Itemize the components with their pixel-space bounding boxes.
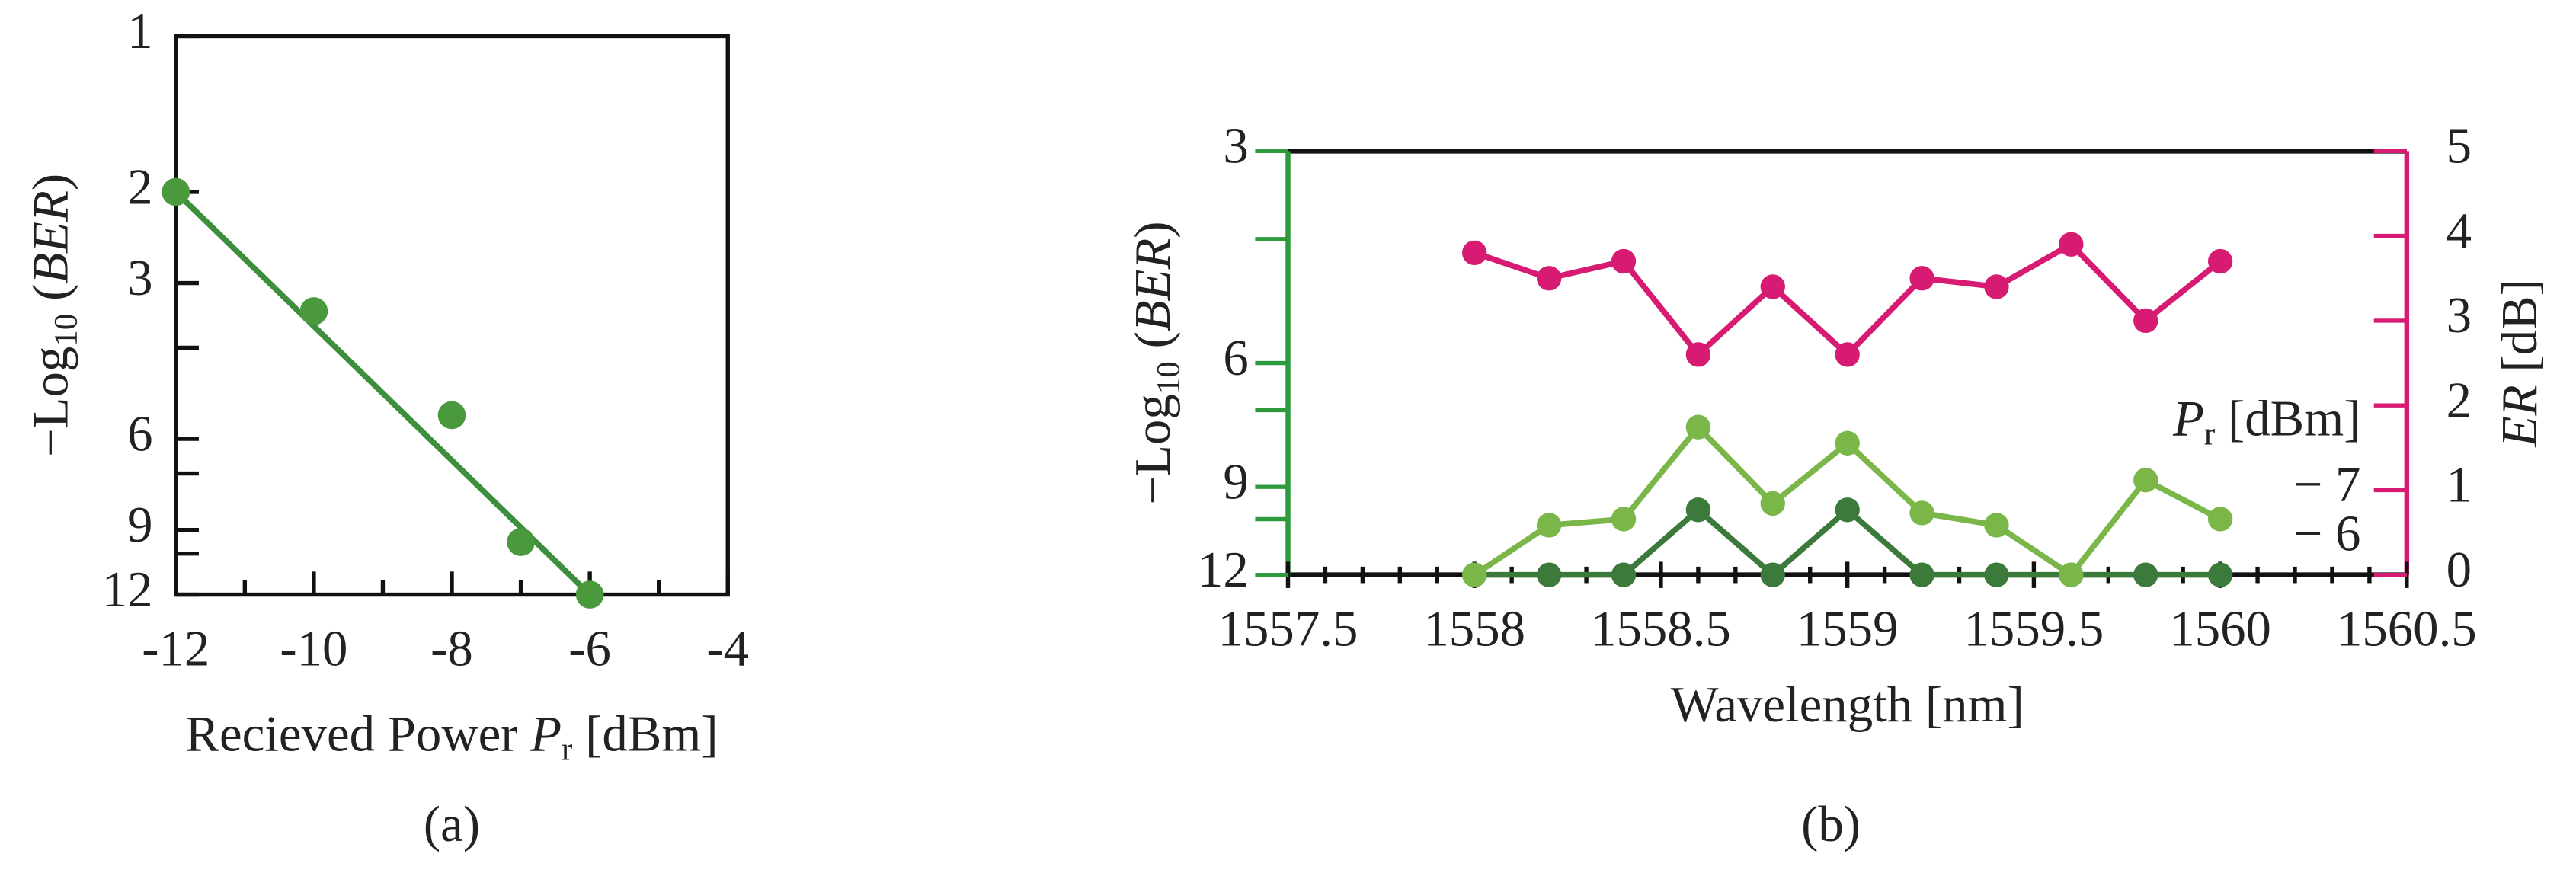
y2-tick-label: 5 [2446, 118, 2472, 174]
label-part: −Log [1125, 394, 1182, 504]
legend-entry: − 6 [2294, 506, 2361, 562]
data-point [1909, 266, 1934, 291]
panel-label: (a) [424, 796, 480, 852]
legend-entry: − 7 [2294, 456, 2361, 513]
label-part: ( [23, 284, 79, 314]
x-tick-label: -8 [430, 620, 473, 676]
data-point [1984, 513, 2009, 538]
data-point [1909, 562, 1934, 587]
data-point [2133, 468, 2158, 493]
y2-tick-label: 0 [2446, 542, 2472, 598]
y2-tick-label: 3 [2446, 287, 2472, 344]
data-point [1984, 274, 2009, 299]
data-point [1611, 507, 1637, 532]
data-point [1760, 491, 1785, 516]
x-tick-label: 1557.5 [1218, 601, 1358, 657]
x-tick-label: 1560 [2169, 601, 2271, 657]
x-tick-label: -4 [706, 620, 749, 676]
data-point [299, 297, 328, 325]
data-point [2207, 562, 2233, 587]
data-point [1685, 497, 1711, 523]
y-tick-label: 6 [1223, 330, 1248, 386]
data-point [1760, 562, 1785, 587]
y-tick-label: 12 [102, 561, 153, 618]
data-point [575, 580, 604, 609]
y-tick-label: 3 [127, 250, 152, 306]
label-part: ER [2491, 385, 2548, 448]
series-line [1474, 241, 2222, 359]
label-part: ) [23, 174, 79, 190]
x-axis-label: Wavelength [nm] [1671, 676, 2024, 733]
y2-axis-label: ER [dB] [2491, 279, 2548, 448]
x-axis-label: Recieved Power Pr [dBm] [185, 706, 718, 768]
label-part: P [530, 706, 562, 763]
label-part: r [562, 731, 572, 767]
x-tick-label: 1560.5 [2337, 601, 2477, 657]
label-part: [dB] [2491, 279, 2548, 385]
data-point [1536, 513, 1562, 538]
fit-line [174, 190, 592, 597]
data-point [1685, 342, 1711, 367]
data-point [1462, 562, 1487, 587]
x-tick-label: 1559 [1797, 601, 1899, 657]
x-tick-label: -12 [142, 620, 210, 676]
data-point [2207, 248, 2233, 274]
x-tick-label: 1559.5 [1964, 601, 2104, 657]
data-point [1760, 274, 1785, 299]
data-point [2207, 507, 2233, 532]
data-point [1984, 562, 2009, 587]
label-part: 10 [1150, 361, 1186, 394]
data-point [1835, 342, 1860, 367]
label-part: [dBm] [572, 706, 718, 763]
y2-tick-label: 2 [2446, 372, 2472, 428]
y-tick-label: 3 [1223, 118, 1248, 174]
y2-tick-label: 4 [2446, 203, 2472, 259]
y-tick-label: 9 [127, 497, 152, 553]
y-tick-label: 2 [127, 158, 152, 215]
label-part: −Log [23, 347, 79, 457]
data-point [2133, 562, 2158, 587]
y2-tick-label: 1 [2446, 457, 2472, 513]
label-part: P [2172, 391, 2204, 447]
data-point [1835, 497, 1860, 523]
y-tick-label: 12 [1198, 542, 1249, 598]
data-point [437, 401, 466, 430]
data-point [1611, 248, 1637, 274]
label-part: ) [1125, 221, 1182, 238]
label-part: r [2204, 416, 2215, 452]
x-tick-label: 1558 [1423, 601, 1525, 657]
label-part: BER [23, 190, 79, 283]
data-point [2059, 232, 2084, 257]
label-part: ( [1125, 331, 1182, 361]
x-tick-label: -6 [568, 620, 611, 676]
x-tick-label: 1558.5 [1591, 601, 1731, 657]
data-point [507, 528, 535, 556]
y-tick-label: 1 [127, 3, 152, 59]
y-axis-label: −Log10 (BER) [23, 174, 85, 457]
data-point [1462, 240, 1487, 266]
data-point [1685, 414, 1711, 440]
panel-label: (b) [1801, 796, 1861, 852]
y-tick-label: 6 [127, 405, 152, 462]
data-point [162, 177, 190, 206]
data-point [1536, 266, 1562, 291]
y-axis-label: −Log10 (BER) [1125, 221, 1187, 504]
legend-title: Pr [dBm] [2172, 391, 2360, 452]
y-tick-label: 9 [1223, 454, 1248, 510]
label-part: Recieved Power [185, 706, 530, 763]
label-part: 10 [49, 314, 85, 347]
data-point [1909, 500, 1934, 526]
data-point [1536, 562, 1562, 587]
plot-frame [174, 34, 730, 597]
x-tick-label: -10 [280, 620, 347, 676]
data-point [1611, 562, 1637, 587]
data-point [2059, 562, 2084, 587]
data-point [2133, 308, 2158, 334]
data-point [1835, 430, 1860, 456]
label-part: BER [1125, 238, 1182, 331]
label-part: [dBm] [2215, 391, 2360, 447]
